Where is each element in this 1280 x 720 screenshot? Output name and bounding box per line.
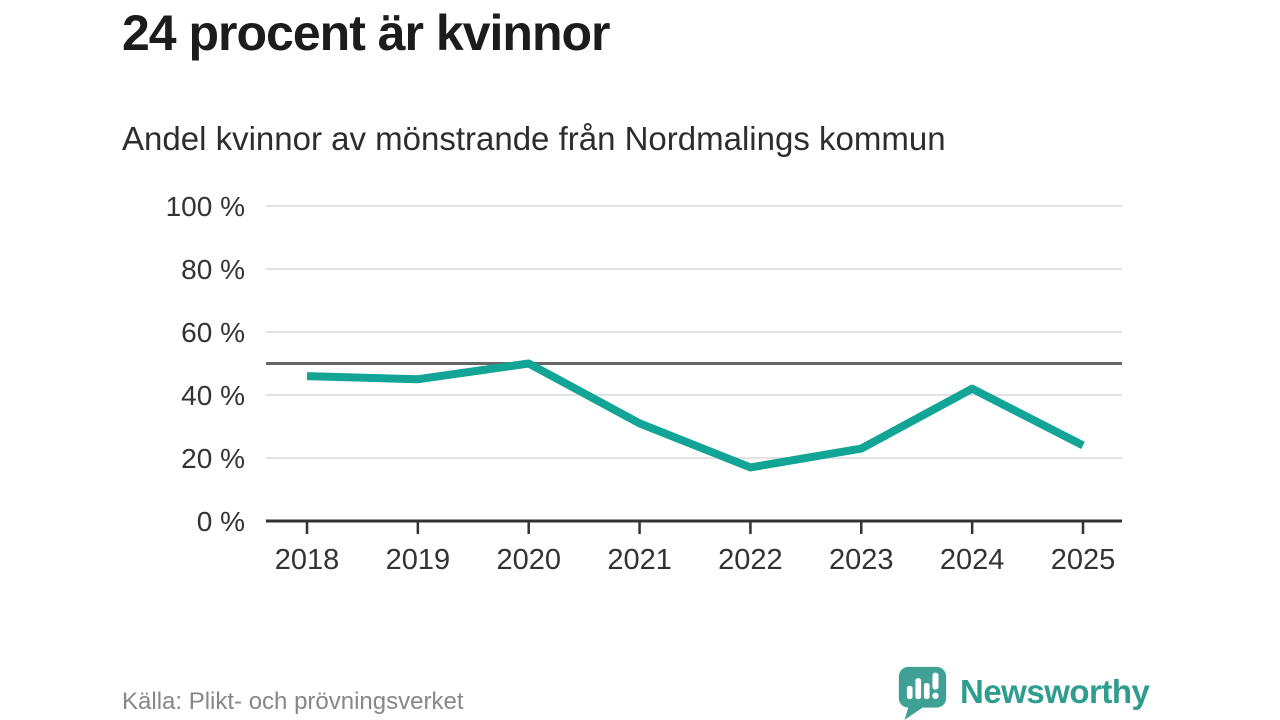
y-axis-label: 0 % <box>197 506 245 537</box>
x-axis-label: 2018 <box>275 544 340 576</box>
x-axis-label: 2019 <box>386 544 451 576</box>
x-axis-label: 2023 <box>829 544 894 576</box>
logo-exclamation-dot <box>932 692 939 700</box>
newsworthy-logo-icon <box>898 666 947 720</box>
x-axis-label: 2025 <box>1051 544 1116 576</box>
logo-speech-bubble <box>898 666 947 720</box>
brand-name: Newsworthy <box>960 673 1150 710</box>
source-note: Källa: Plikt- och prövningsverket <box>122 688 464 715</box>
chart-subtitle: Andel kvinnor av mönstrande från Nordmal… <box>122 120 946 157</box>
data-line-series <box>306 359 1085 472</box>
chart-title: 24 procent är kvinnor <box>122 5 610 61</box>
x-axis-label: 2020 <box>496 544 561 576</box>
y-axis-label: 80 % <box>181 254 245 285</box>
logo-exclamation-stem <box>932 672 939 690</box>
x-axis-label: 2024 <box>940 544 1005 576</box>
brand-footer: Newsworthy <box>896 664 1150 720</box>
logo-bar-short <box>906 685 913 700</box>
logo-bar-medium <box>923 683 930 700</box>
y-axis-label: 20 % <box>181 443 245 474</box>
x-axis-label: 2022 <box>718 544 783 576</box>
y-axis-label: 60 % <box>181 317 245 348</box>
y-axis-label: 40 % <box>181 380 245 411</box>
line-chart: 0 % 20 % 40 % 60 % 80 % 100 % 2018 2019 2020 2021… <box>166 191 1122 576</box>
logo-bar-tall <box>915 678 922 700</box>
y-axis-label: 100 % <box>166 191 245 222</box>
x-axis-label: 2021 <box>607 544 672 576</box>
